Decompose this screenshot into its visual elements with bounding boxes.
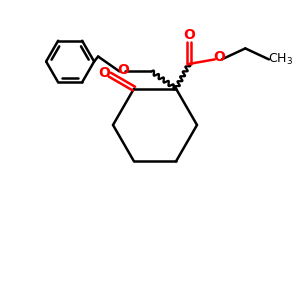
Text: O: O [118,63,129,77]
Text: O: O [213,50,225,64]
Text: O: O [98,66,110,80]
Text: O: O [183,28,195,42]
Text: CH$_3$: CH$_3$ [268,52,293,67]
